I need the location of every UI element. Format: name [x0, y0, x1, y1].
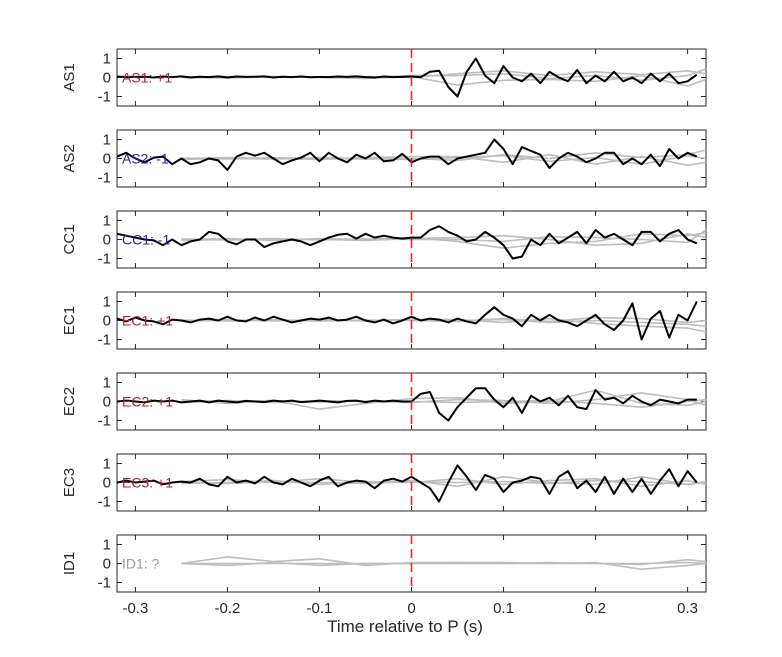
panel-series [181, 556, 706, 571]
y-tick-label: 0 [103, 475, 111, 492]
panel-ec1: -1 0 1 EC1 EC1: +1 [61, 291, 707, 350]
y-tick-label: -1 [98, 494, 111, 511]
y-tick-label: -1 [98, 332, 111, 349]
reference-waveform [181, 561, 706, 565]
panel-series [117, 464, 706, 503]
panels: -1 0 1 AS1 AS1: +1 -1 0 1 AS2 AS2: -1 -1 0 1 CC1 CC1: … [61, 48, 707, 617]
y-tick-label: 1 [103, 213, 111, 230]
panel-ylabel: CC1 [61, 224, 78, 254]
y-tick-label: 1 [103, 132, 111, 149]
panel-series [117, 301, 706, 341]
panel-ec2: -1 0 1 EC2 EC2: +1 [61, 372, 707, 431]
y-tick-label: 0 [103, 556, 111, 573]
y-tick-label: -1 [98, 575, 111, 592]
x-tick-label: -0.3 [122, 600, 148, 617]
y-tick-label: -1 [98, 413, 111, 430]
station-polarity-label: AS1: +1 [122, 70, 172, 86]
reference-waveform [181, 477, 706, 488]
panel-series [117, 57, 706, 98]
reference-waveform [181, 561, 706, 571]
station-polarity-label: EC3: +1 [122, 475, 173, 491]
observed-waveform [117, 387, 697, 422]
panel-ylabel: EC3 [61, 468, 78, 497]
y-tick-label: -1 [98, 170, 111, 187]
station-polarity-label: EC2: +1 [122, 394, 173, 410]
y-tick-label: 1 [103, 375, 111, 392]
x-tick-label: 0.3 [677, 600, 698, 617]
panel-ylabel: EC1 [61, 306, 78, 335]
y-tick-label: 0 [103, 232, 111, 249]
station-polarity-label: EC1: +1 [122, 313, 173, 329]
observed-waveform [117, 225, 698, 260]
x-tick-label: 0.2 [585, 600, 606, 617]
x-tick-label: 0.1 [493, 600, 514, 617]
panel-series [117, 225, 706, 260]
y-tick-label: 0 [103, 394, 111, 411]
x-tick-label: -0.1 [307, 600, 333, 617]
panel-cc1: -1 0 1 CC1 CC1: -1 [61, 210, 707, 269]
x-tick-label: -0.2 [215, 600, 241, 617]
station-polarity-label: ID1: ? [122, 556, 160, 572]
panel-ec3: -1 0 1 EC3 EC3: +1 [61, 453, 707, 512]
x-axis-label: Time relative to P (s) [327, 617, 483, 636]
station-polarity-label: CC1: -1 [122, 232, 170, 248]
reference-waveform [181, 229, 706, 244]
y-tick-label: 0 [103, 70, 111, 87]
observed-waveform [117, 57, 698, 98]
reference-waveform [181, 392, 706, 407]
panel-series [117, 138, 706, 171]
y-tick-label: -1 [98, 251, 111, 268]
panel-ylabel: EC2 [61, 387, 78, 416]
observed-waveform [117, 464, 698, 503]
observed-waveform [117, 301, 698, 341]
reference-waveform [181, 318, 706, 327]
y-tick-label: 0 [103, 313, 111, 330]
x-tick-label: 0 [407, 600, 415, 617]
panel-ylabel: AS2 [61, 144, 78, 172]
station-polarity-label: AS2: -1 [122, 151, 169, 167]
panel-id1: -1 0 1 ID1 ID1: ? [61, 534, 707, 593]
y-tick-label: 1 [103, 51, 111, 68]
panel-series [117, 387, 706, 422]
panel-ylabel: ID1 [61, 552, 78, 575]
y-tick-label: 0 [103, 151, 111, 168]
y-tick-label: 1 [103, 537, 111, 554]
panel-as2: -1 0 1 AS2 AS2: -1 [61, 129, 707, 188]
observed-waveform [117, 138, 698, 171]
panel-as1: -1 0 1 AS1 AS1: +1 [61, 48, 707, 107]
panel-ylabel: AS1 [61, 63, 78, 91]
y-tick-label: 1 [103, 456, 111, 473]
y-tick-label: -1 [98, 89, 111, 106]
y-tick-label: 1 [103, 294, 111, 311]
reference-waveform [181, 232, 706, 249]
